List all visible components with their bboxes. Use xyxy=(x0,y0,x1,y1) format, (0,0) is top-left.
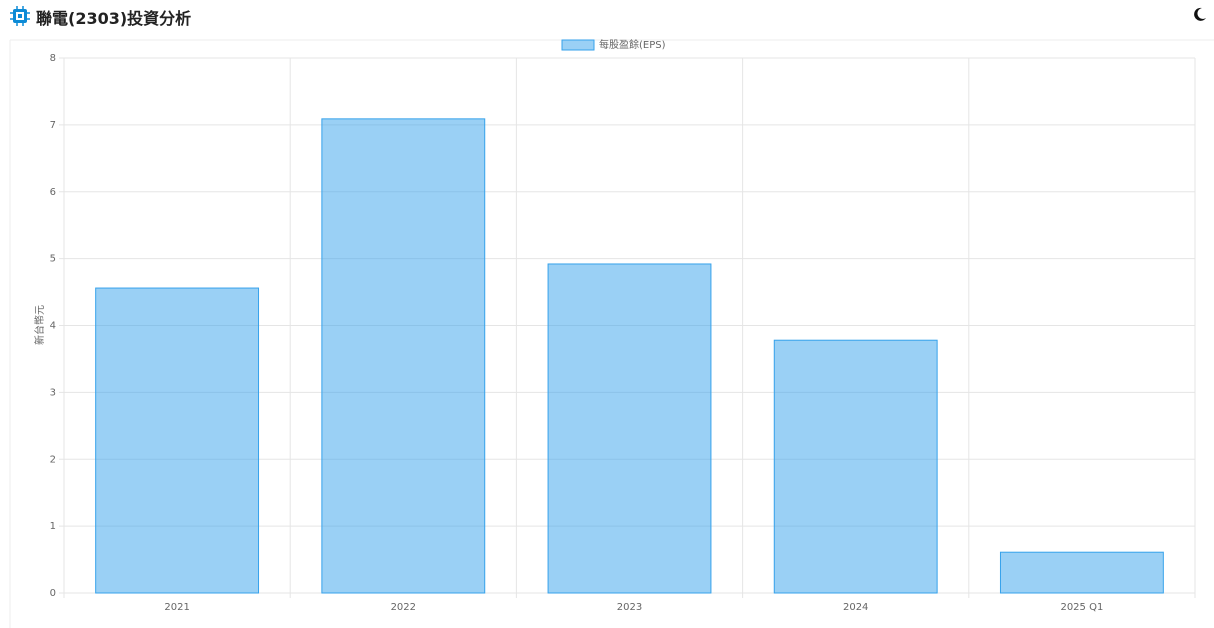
bar xyxy=(321,118,486,594)
bar xyxy=(773,339,938,594)
page-title: 聯電(2303)投資分析 xyxy=(36,9,192,28)
bar xyxy=(95,287,260,594)
legend-label: 每股盈餘(EPS) xyxy=(599,38,666,51)
x-tick-label: 2023 xyxy=(617,602,642,613)
y-tick-label: 6 xyxy=(50,187,56,198)
legend-swatch xyxy=(561,39,595,51)
header: 聯電(2303)投資分析 xyxy=(0,0,1214,30)
y-tick-label: 3 xyxy=(50,387,56,398)
y-tick-label: 4 xyxy=(50,321,56,332)
x-tick-label: 2021 xyxy=(164,602,189,613)
y-tick-label: 5 xyxy=(50,254,56,265)
x-tick-label: 2025 Q1 xyxy=(1060,602,1103,613)
bar xyxy=(547,263,712,594)
y-tick-label: 7 xyxy=(50,120,56,131)
y-tick-label: 1 xyxy=(50,521,56,532)
x-tick-label: 2022 xyxy=(391,602,416,613)
y-tick-label: 0 xyxy=(50,588,56,599)
y-tick-label: 8 xyxy=(50,53,56,64)
y-axis-label: 新台幣元 xyxy=(33,305,46,345)
x-tick-label: 2024 xyxy=(843,602,868,613)
theme-toggle[interactable] xyxy=(1192,6,1208,22)
chip-icon xyxy=(10,6,30,26)
bar xyxy=(999,551,1164,594)
y-tick-label: 2 xyxy=(50,454,56,465)
